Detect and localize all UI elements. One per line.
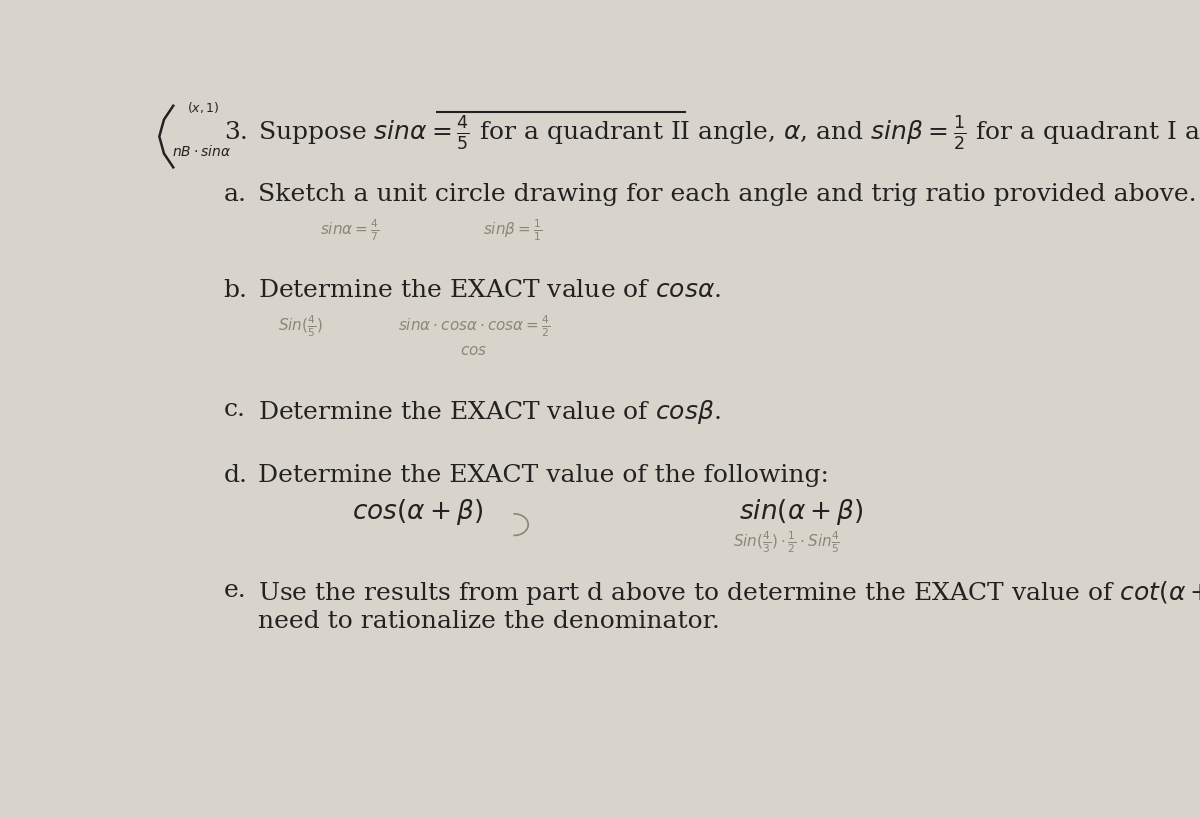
Text: a.: a.	[223, 183, 247, 206]
Text: b.: b.	[223, 279, 247, 302]
Text: Determine the EXACT value of the following:: Determine the EXACT value of the followi…	[258, 464, 829, 487]
Text: $Sin(\frac{4}{3}) \cdot \frac{1}{2} \cdot Sin\frac{4}{5}$: $Sin(\frac{4}{3}) \cdot \frac{1}{2} \cdo…	[733, 529, 840, 555]
Text: $cos(\alpha + \beta)$: $cos(\alpha + \beta)$	[352, 497, 482, 527]
Text: c.: c.	[223, 399, 246, 422]
Text: 3.: 3.	[223, 121, 247, 144]
Text: e.: e.	[223, 579, 246, 602]
Text: $sin\alpha = \frac{4}{7}$: $sin\alpha = \frac{4}{7}$	[320, 217, 380, 243]
Text: $Sin(\frac{4}{5})$: $Sin(\frac{4}{5})$	[278, 314, 323, 339]
Text: Determine the EXACT value of $cos\alpha$.: Determine the EXACT value of $cos\alpha$…	[258, 279, 721, 302]
Text: Use the results from part d above to determine the EXACT value of $cot(\alpha + : Use the results from part d above to det…	[258, 579, 1200, 607]
Text: $sin(\alpha + \beta)$: $sin(\alpha + \beta)$	[739, 497, 864, 527]
Text: $sin\alpha \cdot cos\alpha \cdot cos\alpha = \frac{4}{2}$: $sin\alpha \cdot cos\alpha \cdot cos\alp…	[398, 314, 551, 339]
Text: need to rationalize the denominator.: need to rationalize the denominator.	[258, 610, 720, 633]
Text: $(x,1)$: $(x,1)$	[187, 100, 220, 115]
Text: Sketch a unit circle drawing for each angle and trig ratio provided above.: Sketch a unit circle drawing for each an…	[258, 183, 1198, 206]
Text: Determine the EXACT value of $cos\beta$.: Determine the EXACT value of $cos\beta$.	[258, 399, 721, 426]
Text: d.: d.	[223, 464, 247, 487]
Text: $sin\beta = \frac{1}{1}$: $sin\beta = \frac{1}{1}$	[484, 217, 542, 243]
Text: $nB \cdot sin\alpha$: $nB \cdot sin\alpha$	[172, 145, 230, 159]
Text: Suppose $sin\alpha = \frac{4}{5}$ for a quadrant II angle, $\alpha$, and $sin\be: Suppose $sin\alpha = \frac{4}{5}$ for a …	[258, 114, 1200, 152]
Text: $cos$: $cos$	[460, 345, 487, 359]
